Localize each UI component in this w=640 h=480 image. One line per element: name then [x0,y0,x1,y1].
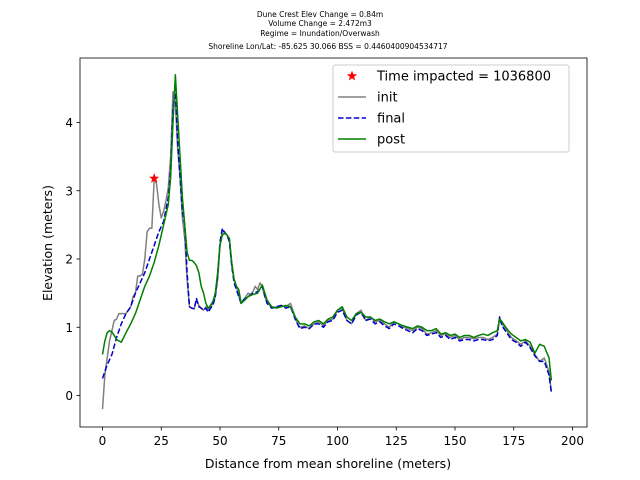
x-tick-label: 25 [154,434,169,448]
axes-frame [79,57,588,428]
legend-box [332,64,570,153]
title-line: Regime = Inundation/Overwash [260,29,380,38]
y-tick-label: 4 [65,116,73,130]
x-tick-label: 150 [444,434,467,448]
title-line: Volume Change = 2.472m3 [268,19,372,28]
series-line-post [101,73,553,381]
x-tick-label: 125 [385,434,408,448]
axes: 0 25 50 75 100 125 150 175 200 0 1 2 3 4 [65,57,588,448]
y-tick-label: 2 [65,253,73,267]
marker-layer [149,173,160,183]
y-tick-label: 0 [65,389,73,403]
y-tick-label: 3 [65,184,73,198]
y-tick-label: 1 [65,321,73,335]
x-tick-label: 75 [271,434,286,448]
impact-star-marker [149,173,160,183]
title-line: Dune Crest Elev Change = 0.84m [257,10,383,19]
x-tick-label: 0 [99,434,107,448]
legend-label: Time impacted = 1036800 [376,70,551,85]
x-tick-label: 200 [561,434,584,448]
chart-title: Dune Crest Elev Change = 0.84m Volume Ch… [208,10,447,51]
legend-label: post [377,133,405,148]
title-line: Shoreline Lon/Lat: -85.625 30.066 BSS = … [208,42,447,51]
x-tick-label: 175 [502,434,525,448]
legend-star-icon [346,70,358,81]
legend: Time impacted = 1036800 init final post [332,64,570,153]
legend-label: init [377,91,398,106]
x-tick-label: 100 [326,434,349,448]
y-axis-label: Elevation (meters) [40,185,55,301]
x-tick-label: 50 [212,434,227,448]
legend-label: final [377,112,405,127]
x-axis-label: Distance from mean shoreline (meters) [205,456,451,471]
